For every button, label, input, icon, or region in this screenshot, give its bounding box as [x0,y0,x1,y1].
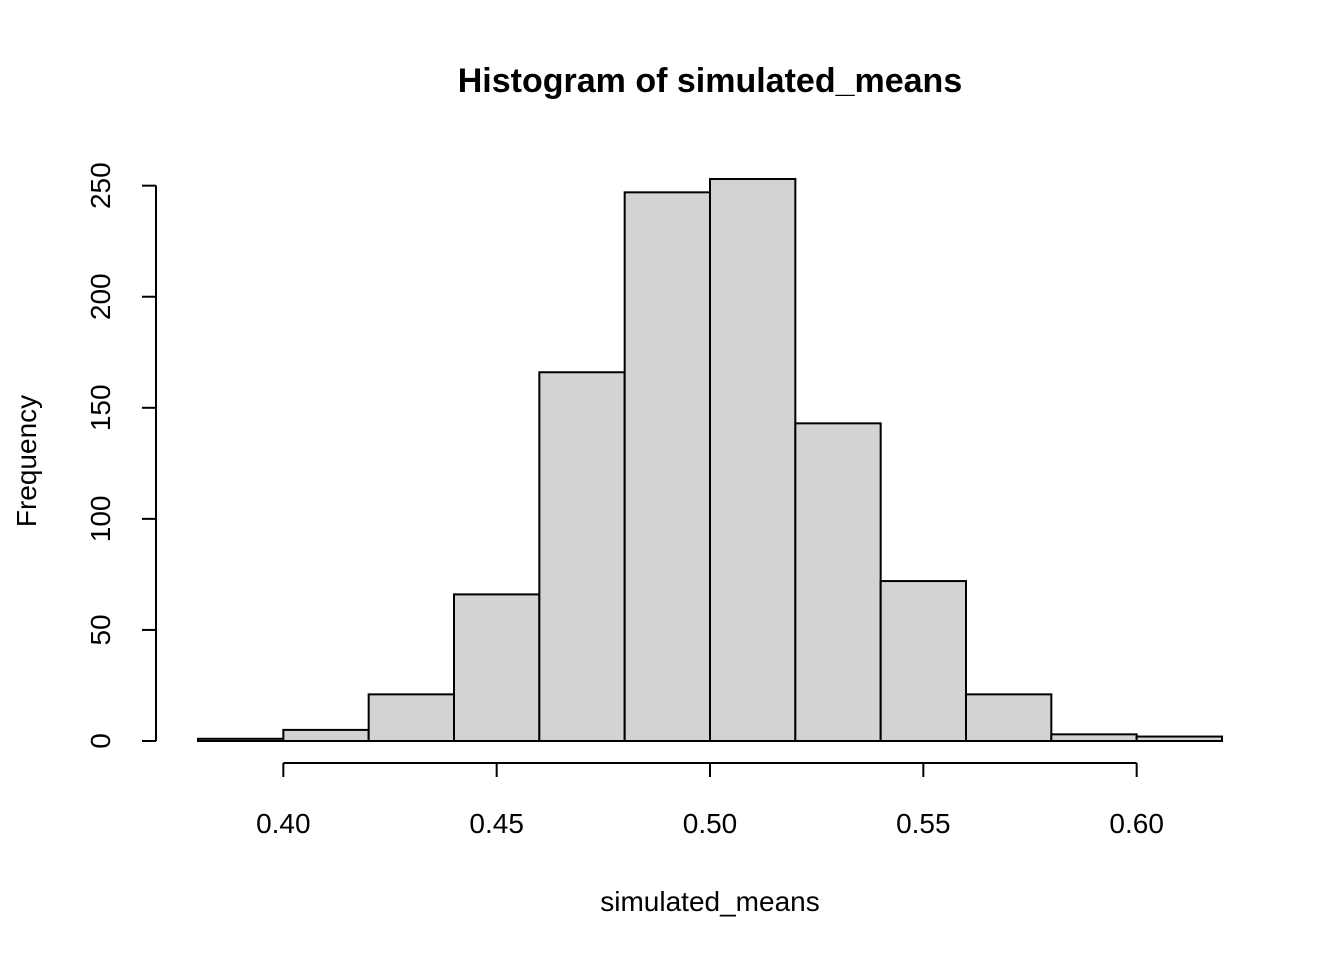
histogram-bar [1135,735,1223,742]
histogram-bar [879,580,968,742]
x-tick-label: 0.40 [256,808,311,839]
y-tick-label: 100 [85,496,116,543]
histogram-bar [453,593,541,742]
histogram-bar [709,178,797,742]
y-axis-label: Frequency [11,395,42,527]
histogram-bar [1050,733,1138,743]
x-tick-label: 0.50 [683,808,738,839]
y-tick-label: 150 [85,384,116,431]
y-tick-label: 0 [85,733,116,749]
y-tick-label: 250 [85,162,116,209]
x-axis-label: simulated_means [600,886,819,917]
x-tick-label: 0.60 [1109,808,1164,839]
x-tick-label: 0.55 [896,808,951,839]
histogram-bar [197,737,285,743]
x-tick-label: 0.45 [469,808,524,839]
x-axis: 0.40 0.45 0.50 0.55 0.60 [256,762,1164,839]
y-axis: 0 50 100 150 200 250 [85,162,157,749]
y-tick-label: 200 [85,273,116,320]
histogram-bar [965,693,1053,743]
chart-title: Histogram of simulated_means [458,62,962,100]
histogram-bar [794,422,882,742]
histogram-bar [282,728,370,743]
histogram-bar [623,191,712,742]
histogram-bar [367,693,455,743]
bars-group [197,178,1223,743]
histogram-bar [538,371,626,742]
y-tick-label: 50 [85,614,116,645]
